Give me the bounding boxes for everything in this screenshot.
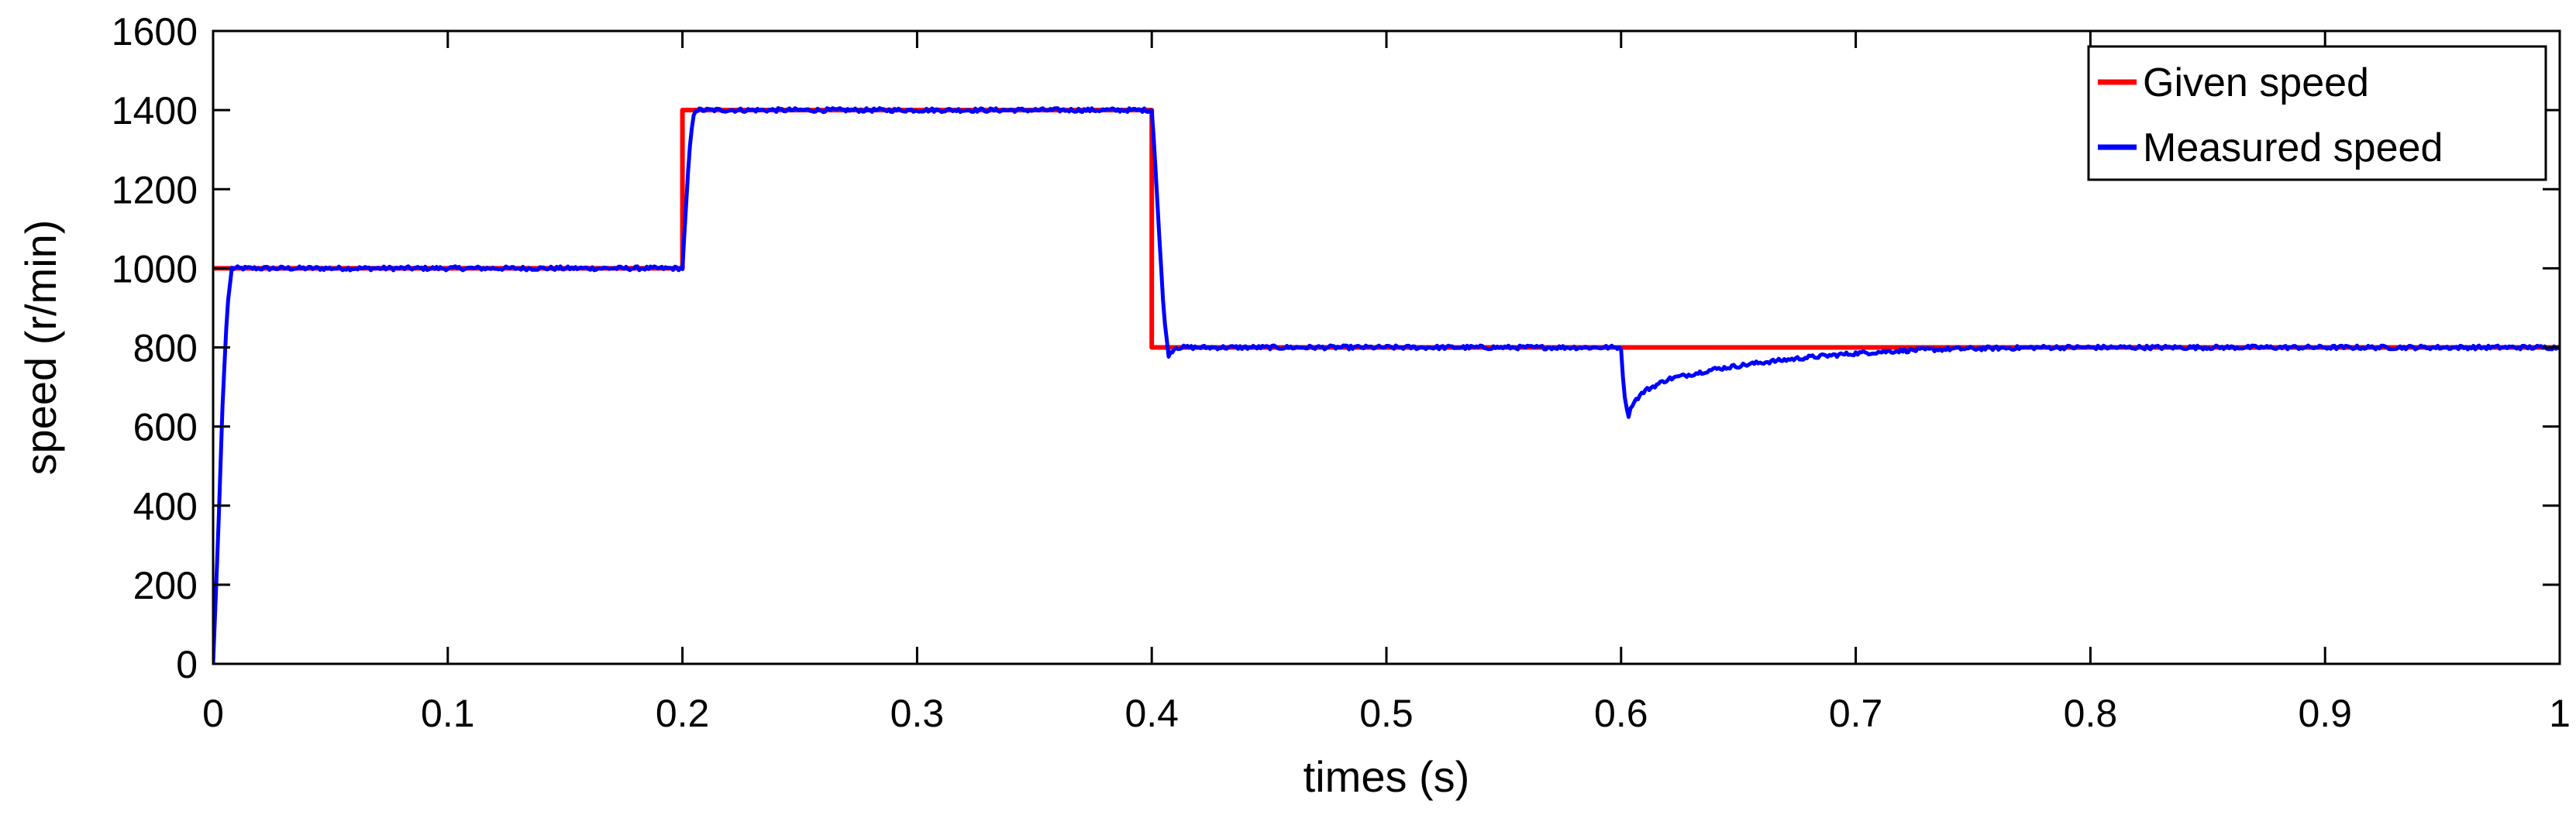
legend: Given speed Measured speed bbox=[2087, 45, 2547, 181]
y-tick-label: 0 bbox=[176, 643, 198, 686]
x-tick-label: 0.7 bbox=[1829, 692, 1883, 735]
x-tick-label: 0.2 bbox=[656, 692, 710, 735]
y-tick-label: 200 bbox=[133, 564, 198, 607]
y-tick-label: 1200 bbox=[112, 168, 198, 211]
legend-label-measured-speed: Measured speed bbox=[2143, 125, 2443, 170]
x-tick-label: 0 bbox=[202, 692, 224, 735]
series-layer bbox=[213, 106, 2560, 664]
tick-labels: 0 0.1 0.2 0.3 0.4 0.5 0.6 0.7 0.8 0.9 1 0 200 400 600 8… bbox=[112, 10, 2571, 735]
legend-box bbox=[2087, 45, 2547, 181]
y-tick-label: 1000 bbox=[112, 247, 198, 290]
y-tick-label: 800 bbox=[133, 327, 198, 370]
x-tick-label: 0.8 bbox=[2064, 692, 2118, 735]
y-tick-label: 1600 bbox=[112, 10, 198, 53]
y-tick-label: 1400 bbox=[112, 89, 198, 132]
x-tick-label: 0.1 bbox=[421, 692, 475, 735]
tick-marks bbox=[212, 29, 2561, 665]
legend-label-given-speed: Given speed bbox=[2143, 60, 2369, 105]
x-tick-label: 0.3 bbox=[890, 692, 945, 735]
x-tick-label: 0.6 bbox=[1594, 692, 1648, 735]
x-axis-label: times (s) bbox=[1303, 752, 1470, 801]
y-tick-label: 400 bbox=[133, 485, 198, 528]
series-line-measured-speed bbox=[213, 106, 2560, 664]
x-tick-label: 0.5 bbox=[1359, 692, 1414, 735]
y-axis-label: speed (r/min) bbox=[16, 220, 65, 476]
x-tick-label: 0.4 bbox=[1124, 692, 1179, 735]
y-tick-label: 600 bbox=[133, 406, 198, 449]
x-tick-label: 0.9 bbox=[2298, 692, 2352, 735]
x-tick-label: 1 bbox=[2549, 692, 2571, 735]
